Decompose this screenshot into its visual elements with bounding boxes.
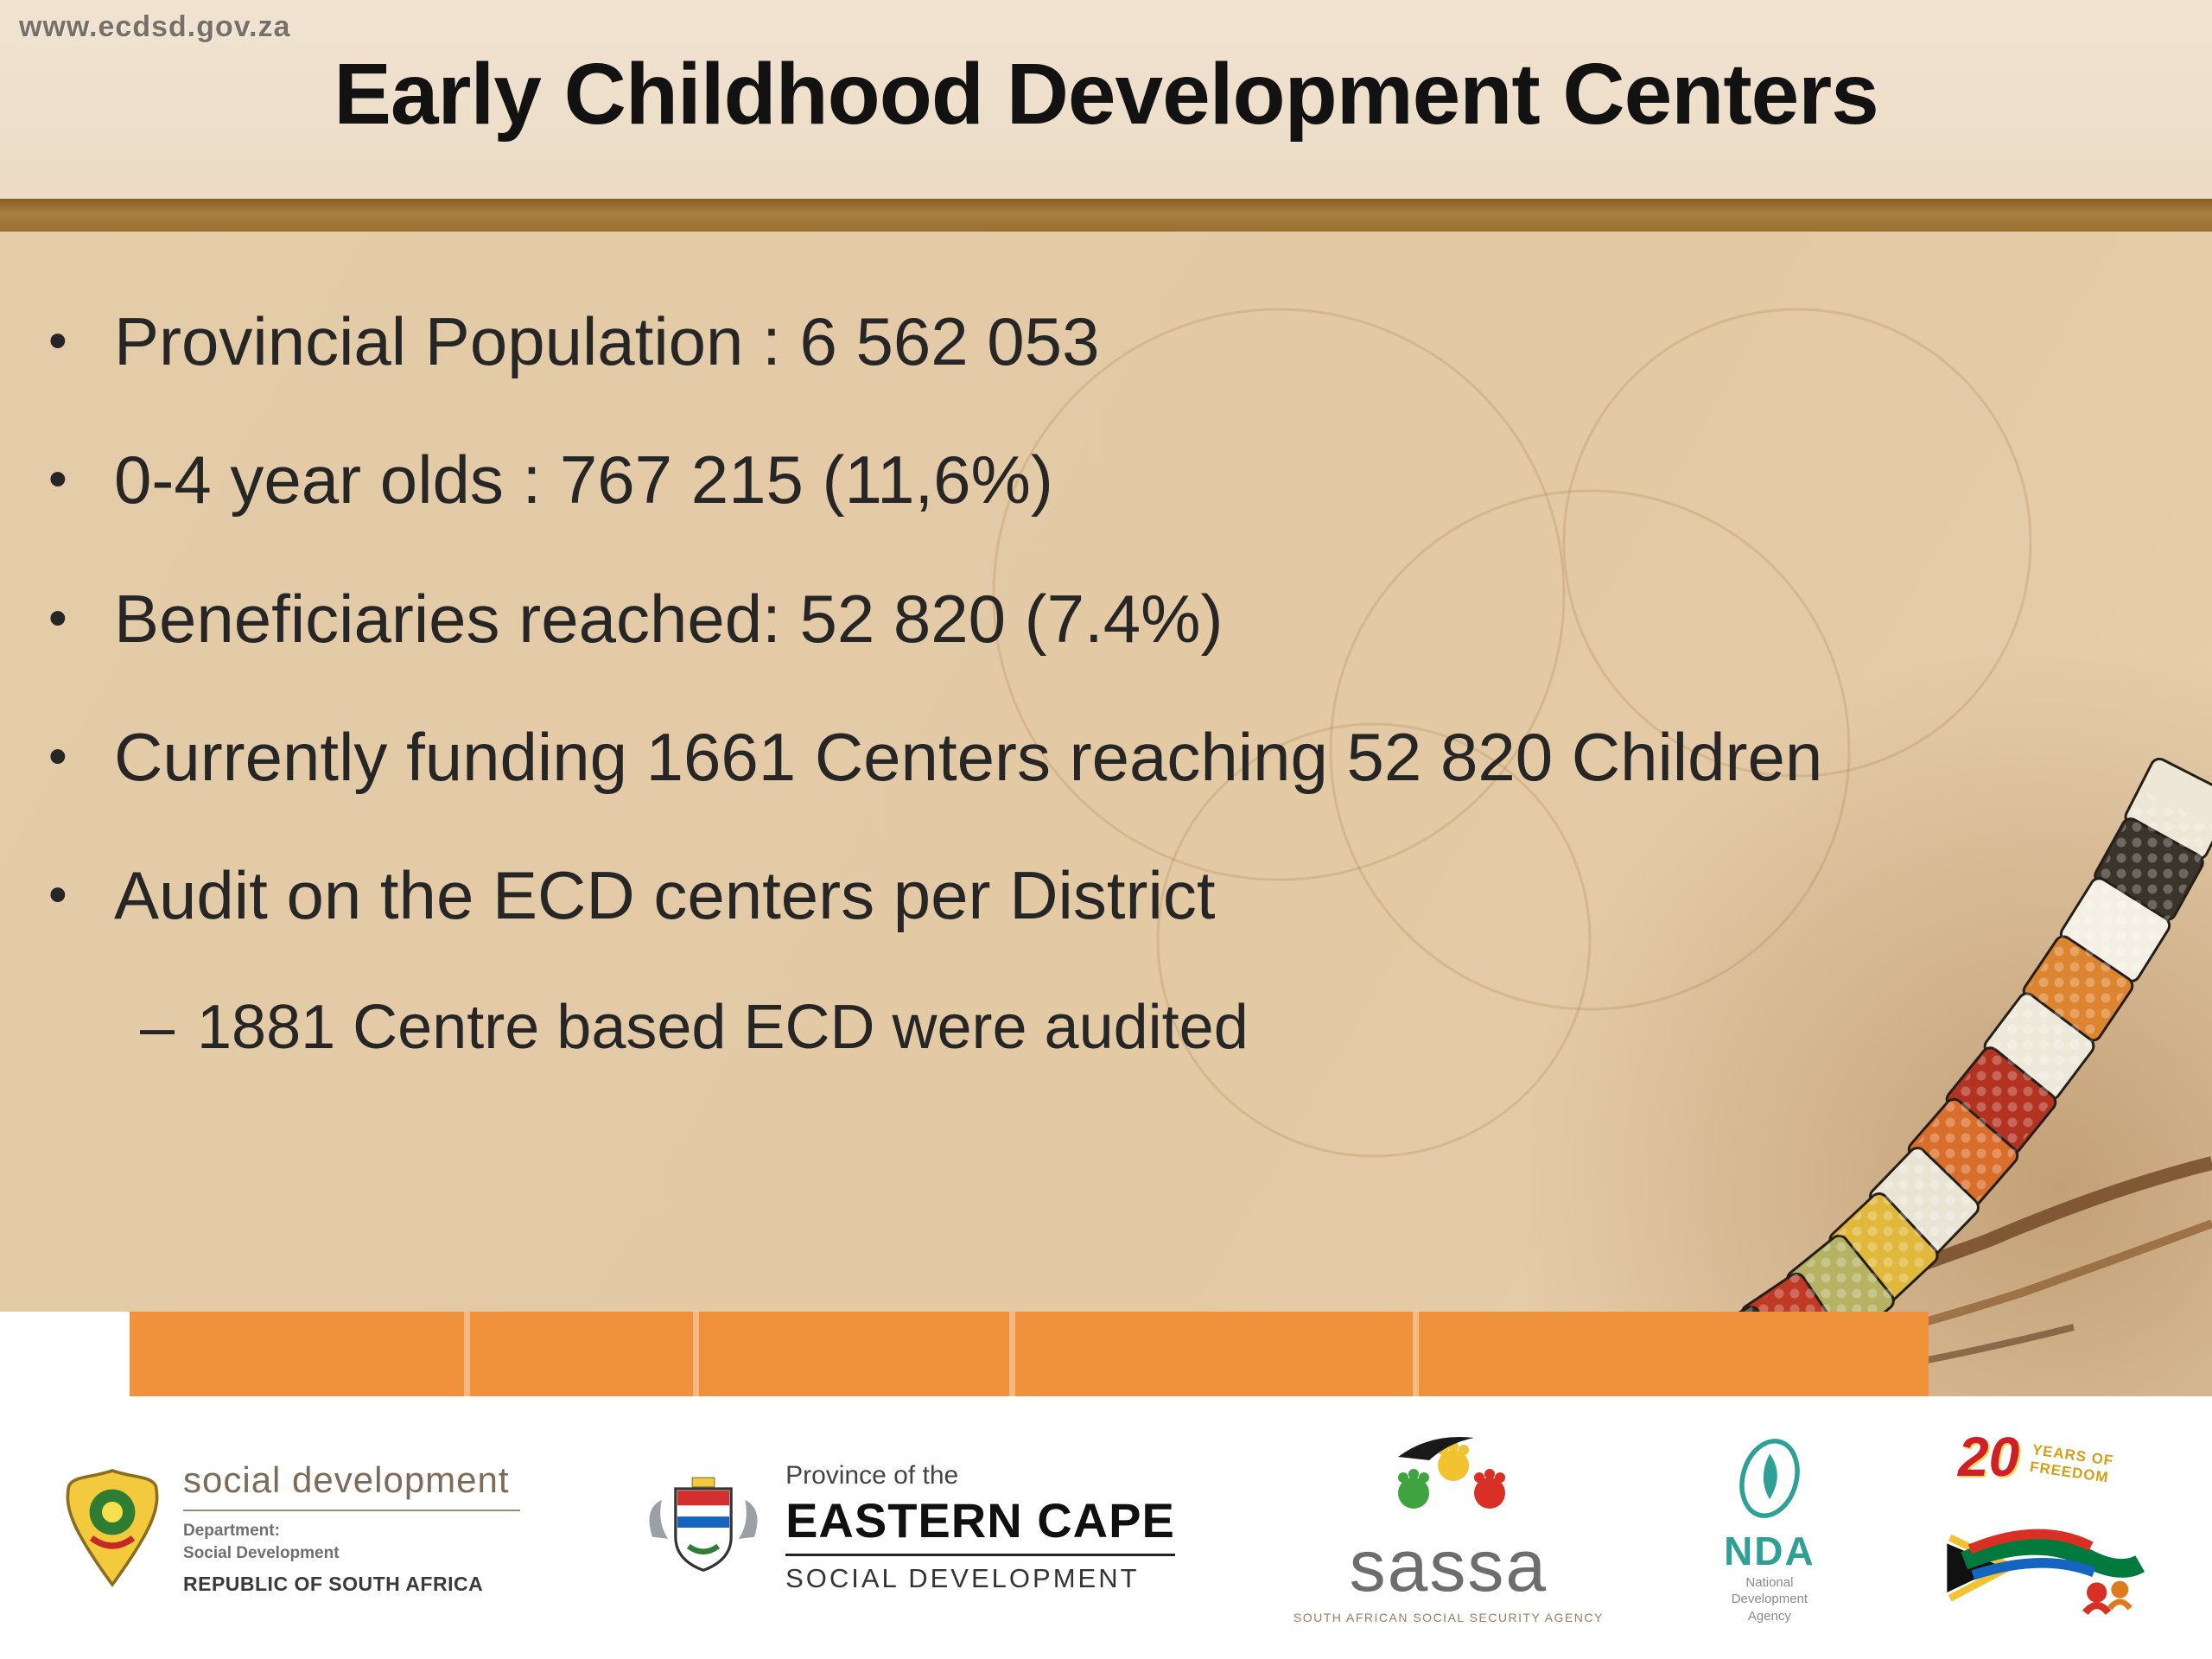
province-name: EASTERN CAPE [785,1492,1175,1556]
nda-caption-line: Development [1731,1592,1808,1607]
sassa-wordmark: sassa [1349,1525,1548,1606]
department-name: Social Development [183,1543,340,1562]
bottom-accent-bar-row [0,1312,2212,1396]
logo-sassa: sassa SOUTH AFRICAN SOCIAL SECURITY AGEN… [1294,1431,1604,1624]
sa-coat-of-arms-icon [66,1469,159,1588]
logo-social-development: social development Department: Social De… [60,1459,520,1596]
slide-body: • Provincial Population : 6 562 053 • 0-… [0,232,2212,1396]
logo-nda: NDA National Development Agency [1722,1431,1817,1625]
nda-caption-line: Agency [1747,1608,1791,1624]
sub-bullet-text: 1881 Centre based ECD were audited [197,992,1249,1062]
bullet-text: 0-4 year olds : 767 215 (11,6%) [114,442,1053,518]
province-prefix: Province of the [785,1461,959,1490]
bar-left-spacer [0,1312,130,1396]
bar-right-spacer [1929,1312,2212,1396]
freedom-flag-icon [1947,1529,2145,1616]
bullet-text: Beneficiaries reached: 52 820 (7.4%) [114,580,1224,657]
nda-wordmark: NDA [1724,1528,1815,1573]
footer-logo-strip: social development Department: Social De… [0,1396,2212,1659]
bullet-text: Currently funding 1661 Centers reaching … [114,719,1823,796]
social-development-wordmark: social development [183,1459,520,1511]
bar-segment [470,1312,694,1396]
logo-20-years-of-freedom: 20 YEARS OF FREEDOM [1936,1420,2152,1636]
logo-eastern-cape: Province of the EASTERN CAPE SOCIAL DEVE… [639,1461,1175,1594]
bullet-marker: • [48,311,67,371]
nda-caption-line: National [1745,1574,1794,1590]
republic-label: REPUBLIC OF SOUTH AFRICA [183,1573,484,1596]
bullet-list: • Provincial Population : 6 562 053 • 0-… [0,232,2212,1076]
bullet-marker: • [48,865,67,925]
nda-caption: National Development Agency [1732,1574,1808,1625]
nda-leaf-icon [1739,1438,1800,1518]
sassa-hands-icon [1398,1436,1506,1509]
decorative-circles [992,308,2032,1158]
bullet-text: Audit on the ECD centers per District [114,857,1216,934]
bar-segment [1418,1312,1929,1396]
orange-accent-bar [130,1312,1929,1396]
department-label: Department: [183,1521,280,1540]
bullet-item: • Provincial Population : 6 562 053 [48,287,2169,396]
eastern-cape-crest-icon [649,1477,758,1572]
province-department: SOCIAL DEVELOPMENT [785,1563,1140,1593]
department-lines: Department: Social Development [183,1520,520,1564]
bullet-item: • Beneficiaries reached: 52 820 (7.4%) [48,564,2169,673]
bullet-marker: • [48,449,67,510]
sassa-caption: SOUTH AFRICAN SOCIAL SECURITY AGENCY [1293,1611,1604,1624]
bullet-marker: • [48,588,67,648]
eastern-cape-text: Province of the EASTERN CAPE SOCIAL DEVE… [785,1461,1175,1594]
bar-segment [699,1312,1009,1396]
freedom-number: 20 [1958,1426,2020,1488]
sub-bullet-item: – 1881 Centre based ECD were audited [140,980,2169,1077]
bullet-item: • Currently funding 1661 Centers reachin… [48,702,2169,811]
social-development-text: social development Department: Social De… [183,1459,520,1596]
website-watermark: www.ecdsd.gov.za [19,10,291,43]
title-divider-bar [0,199,2212,232]
slide-title: Early Childhood Development Centers [334,46,1879,143]
dash-marker: – [140,992,175,1062]
bar-segment [1014,1312,1413,1396]
bullet-text: Provincial Population : 6 562 053 [114,303,1100,379]
slide-header: www.ecdsd.gov.za Early Childhood Develop… [0,0,2212,199]
bullet-item: • Audit on the ECD centers per District [48,841,2169,950]
bar-segment [130,1312,465,1396]
bullet-marker: • [48,727,67,787]
bullet-item: • 0-4 year olds : 767 215 (11,6%) [48,425,2169,534]
